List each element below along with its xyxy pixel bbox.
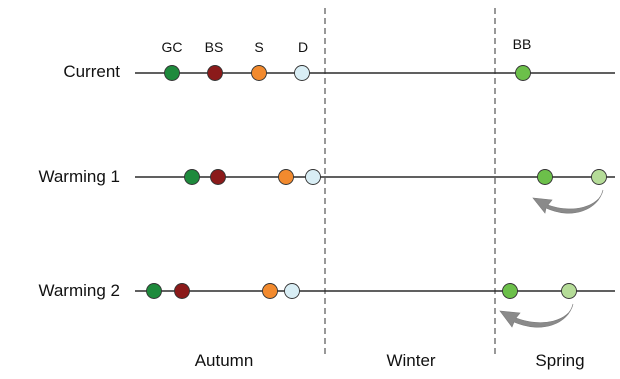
marker-label-gc: GC — [162, 39, 183, 55]
dot-warming-1-bs — [210, 169, 226, 185]
dot-current-d — [294, 65, 310, 81]
dot-warming-2-bb-original — [561, 283, 577, 299]
dot-warming-1-s — [278, 169, 294, 185]
marker-label-s: S — [254, 39, 263, 55]
row-label-current: Current — [63, 62, 120, 81]
season-label-autumn: Autumn — [195, 351, 254, 370]
dot-current-gc — [164, 65, 180, 81]
dot-warming-1-d — [305, 169, 321, 185]
marker-label-d: D — [298, 39, 308, 55]
row-warming-2: Warming 2 — [38, 281, 615, 328]
dot-current-s — [251, 65, 267, 81]
dot-current-bb — [515, 65, 531, 81]
row-warming-1: Warming 1 — [38, 167, 615, 214]
dot-warming-2-gc — [146, 283, 162, 299]
dot-warming-2-d — [284, 283, 300, 299]
season-label-spring: Spring — [535, 351, 584, 370]
marker-label-bb: BB — [513, 36, 532, 52]
row-label-warming-2: Warming 2 — [38, 281, 120, 300]
dot-warming-1-bb-original — [591, 169, 607, 185]
shift-arrow-warming-2 — [499, 303, 574, 328]
season-label-winter: Winter — [386, 351, 435, 370]
dot-warming-2-bs — [174, 283, 190, 299]
shift-arrow-warming-1 — [532, 189, 604, 214]
dot-warming-1-bb — [537, 169, 553, 185]
row-current: Current — [63, 62, 615, 81]
marker-label-bs: BS — [205, 39, 224, 55]
dot-warming-2-s — [262, 283, 278, 299]
dot-warming-1-gc — [184, 169, 200, 185]
row-label-warming-1: Warming 1 — [38, 167, 120, 186]
dot-current-bs — [207, 65, 223, 81]
dot-warming-2-bb — [502, 283, 518, 299]
